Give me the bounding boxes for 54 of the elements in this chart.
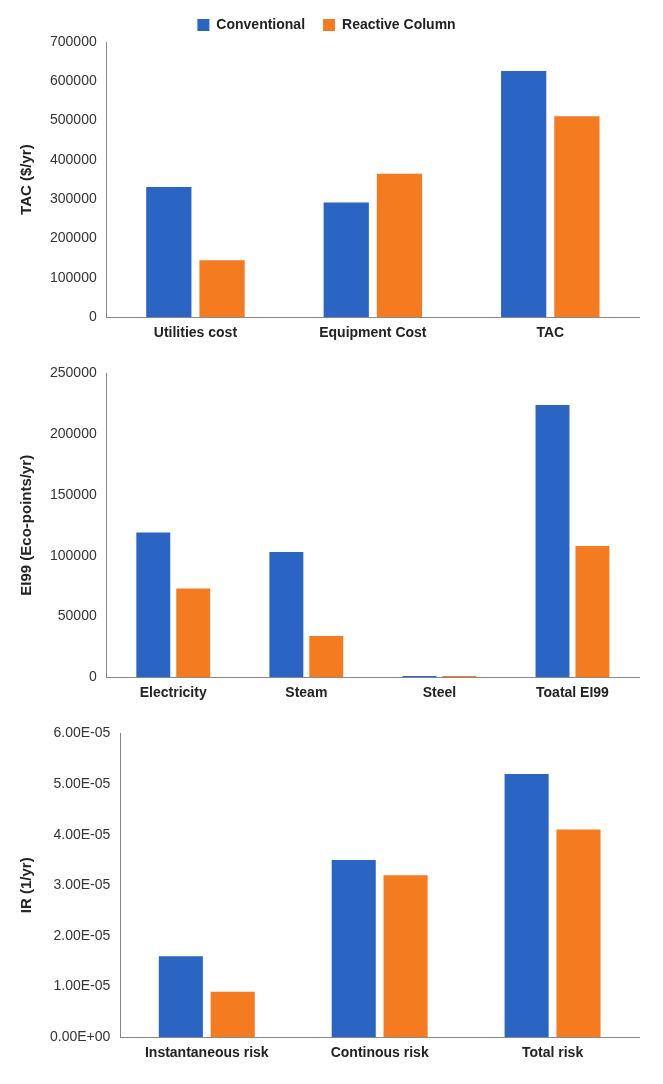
y-tick-label: 700000 bbox=[50, 32, 97, 49]
bar bbox=[210, 991, 255, 1038]
y-axis-title: IR (1/yr) bbox=[17, 857, 35, 914]
x-tick-label: Instantaneous risk bbox=[144, 1044, 269, 1061]
x-tick-label: Steam bbox=[285, 684, 328, 701]
bar bbox=[554, 116, 600, 318]
y-tick-label: 250000 bbox=[50, 364, 97, 381]
y-tick-label: 150000 bbox=[50, 485, 97, 502]
x-tick-label: Total risk bbox=[521, 1044, 584, 1061]
bar bbox=[383, 875, 428, 1038]
bar bbox=[199, 260, 245, 318]
bar bbox=[176, 588, 211, 678]
y-tick-label: 0 bbox=[88, 668, 97, 685]
y-tick-label: 200000 bbox=[50, 229, 97, 246]
y-tick-label: 100000 bbox=[50, 546, 97, 563]
bar bbox=[535, 405, 570, 678]
y-tick-label: 200000 bbox=[50, 425, 97, 442]
bar bbox=[376, 173, 423, 318]
x-tick-label: Toatal EI99 bbox=[536, 684, 610, 701]
y-axis-title: TAC ($/yr) bbox=[17, 144, 35, 215]
bar bbox=[146, 187, 192, 318]
bar bbox=[309, 635, 344, 678]
bar bbox=[136, 532, 171, 678]
y-tick-label: 0 bbox=[88, 308, 97, 325]
x-tick-label: Steel bbox=[422, 684, 457, 701]
x-tick-label: Electricity bbox=[139, 684, 207, 701]
y-tick-label: 600000 bbox=[50, 72, 97, 89]
bar bbox=[575, 545, 610, 678]
bar bbox=[269, 552, 304, 678]
y-tick-label: 4.00E-05 bbox=[53, 825, 111, 842]
bar bbox=[323, 202, 369, 318]
x-tick-label: Equipment Cost bbox=[319, 324, 427, 341]
x-tick-label: Continous risk bbox=[330, 1044, 429, 1061]
y-tick-label: 300000 bbox=[50, 190, 97, 207]
legend-label: Reactive Column bbox=[342, 15, 456, 32]
x-tick-label: Utilities cost bbox=[153, 324, 238, 341]
y-tick-label: 50000 bbox=[57, 607, 97, 624]
legend-label: Conventional bbox=[216, 15, 306, 32]
y-tick-label: 1.00E-05 bbox=[53, 977, 111, 994]
y-tick-label: 0.00E+00 bbox=[49, 1028, 111, 1045]
y-tick-label: 2.00E-05 bbox=[53, 926, 111, 943]
y-tick-label: 400000 bbox=[50, 150, 97, 167]
y-tick-label: 3.00E-05 bbox=[53, 876, 111, 893]
y-axis-title: EI99 (Eco-points/yr) bbox=[17, 454, 35, 596]
y-tick-label: 5.00E-05 bbox=[53, 774, 111, 791]
x-tick-label: TAC bbox=[536, 324, 565, 341]
y-tick-label: 500000 bbox=[50, 111, 97, 128]
bar bbox=[158, 956, 203, 1038]
bar bbox=[556, 829, 601, 1038]
bar bbox=[501, 71, 547, 318]
bar bbox=[331, 859, 376, 1038]
y-tick-label: 6.00E-05 bbox=[53, 724, 111, 741]
bar bbox=[504, 773, 549, 1038]
y-tick-label: 100000 bbox=[50, 268, 97, 285]
